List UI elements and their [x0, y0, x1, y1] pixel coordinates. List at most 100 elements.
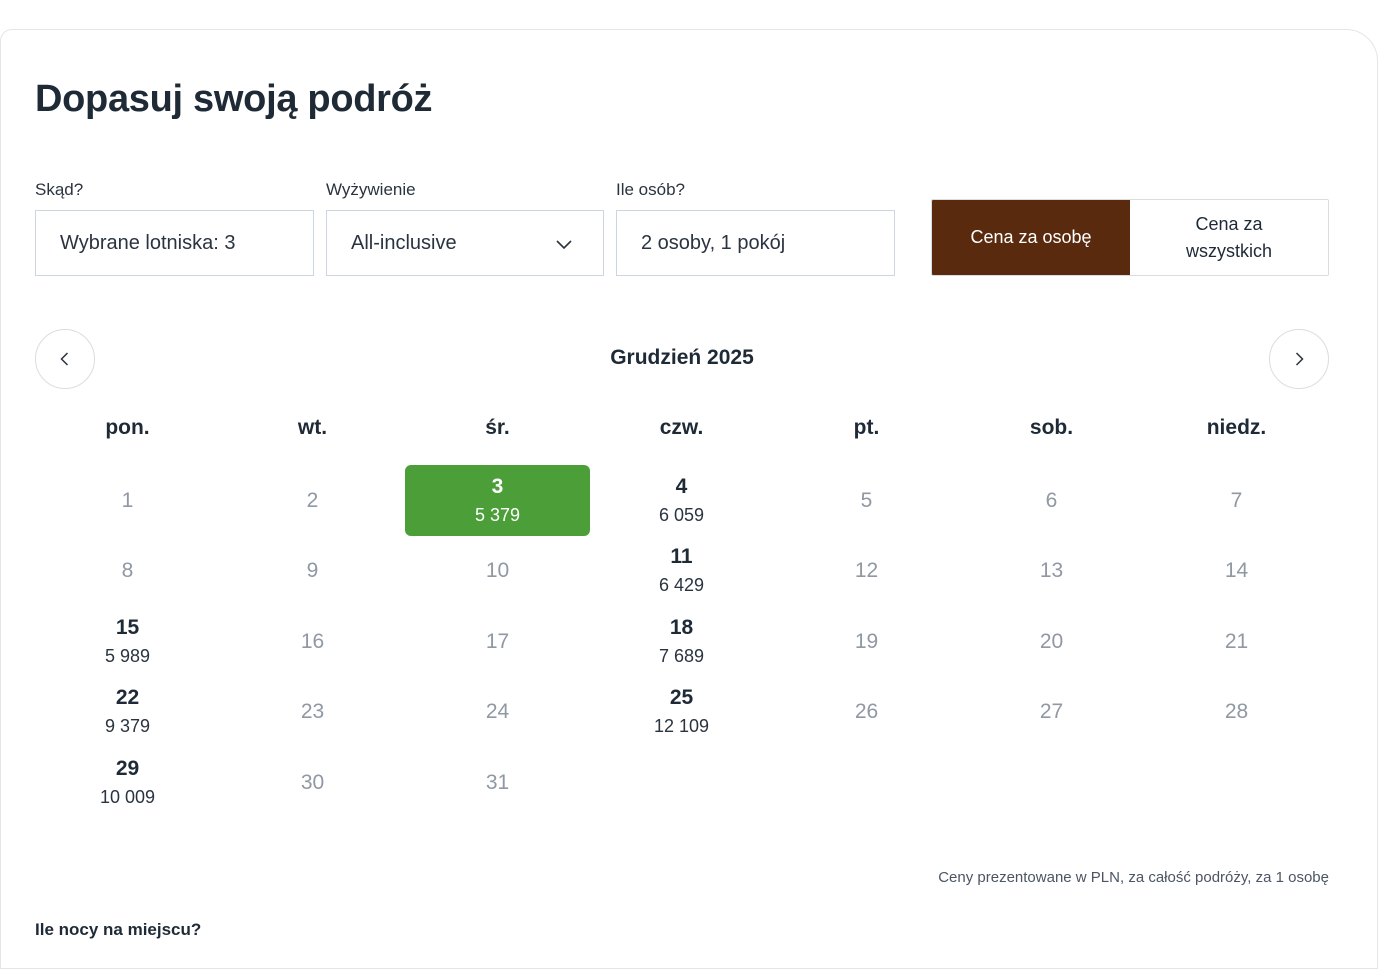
from-label: Skąd? [35, 180, 84, 199]
calendar-day-number: 22 [115, 686, 140, 709]
calendar-day: 12 [774, 535, 959, 606]
people-label: Ile osób? [616, 180, 685, 199]
calendar-day-price: 5 379 [474, 505, 521, 525]
price-total-label-line1: Cena za [1195, 213, 1263, 234]
from-airports-value: Wybrane lotniska: 3 [60, 231, 236, 254]
calendar-day-number: 15 [115, 616, 140, 639]
calendar-day[interactable]: 25 12 109 [589, 676, 774, 747]
calendar-day-price: 9 379 [104, 716, 151, 736]
people-value: 2 osoby, 1 pokój [641, 231, 786, 254]
calendar-day-number: 13 [1039, 559, 1064, 582]
calendar-day-number: 7 [1230, 489, 1243, 512]
chevron-right-icon [1295, 352, 1304, 366]
calendar-day: 20 [959, 606, 1144, 677]
calendar-day-number: 4 [675, 475, 688, 498]
weekday-header: sob. [1029, 416, 1074, 439]
calendar-day-number: 20 [1039, 630, 1064, 653]
calendar-day-number: 21 [1224, 630, 1249, 653]
calendar-day-number: 19 [854, 630, 879, 653]
calendar-day-price: 6 429 [658, 575, 705, 595]
calendar-day-number: 1 [121, 489, 134, 512]
weekday-header: wt. [297, 416, 328, 439]
board-select[interactable]: All-inclusive [326, 210, 604, 276]
weekday-header: śr. [485, 416, 510, 439]
calendar-day: 27 [959, 676, 1144, 747]
calendar-day-number: 14 [1224, 559, 1249, 582]
board-label: Wyżywienie [326, 180, 416, 199]
calendar-day: 5 [774, 465, 959, 536]
calendar-day[interactable]: 18 7 689 [589, 606, 774, 677]
calendar-day: 24 [405, 676, 590, 747]
price-total-label: Cena za wszystkich [1186, 211, 1272, 265]
price-note: Ceny prezentowane w PLN, za całość podró… [938, 869, 1329, 886]
calendar-day[interactable]: 29 10 009 [35, 747, 220, 818]
prev-month-button[interactable] [35, 329, 95, 389]
calendar-day: 8 [35, 535, 220, 606]
calendar-day-number: 3 [491, 475, 504, 498]
calendar-day-price: 12 109 [653, 716, 710, 736]
trip-customizer-card [0, 29, 1378, 969]
price-total-label-line2: wszystkich [1185, 240, 1272, 261]
calendar-day: 23 [220, 676, 405, 747]
page-title: Dopasuj swoją podróż [35, 78, 433, 120]
calendar-day: 19 [774, 606, 959, 677]
price-per-person-button[interactable]: Cena za osobę [932, 200, 1130, 275]
calendar-day: 9 [220, 535, 405, 606]
calendar-day-price: 10 009 [99, 787, 156, 807]
calendar-day: 6 [959, 465, 1144, 536]
from-airports-field[interactable]: Wybrane lotniska: 3 [35, 210, 314, 276]
calendar-day-number: 11 [670, 545, 693, 568]
chevron-left-icon [60, 352, 69, 366]
calendar-day-price: 7 689 [658, 646, 705, 666]
calendar-day: 2 [220, 465, 405, 536]
calendar-day-number: 28 [1224, 700, 1249, 723]
calendar-day-number: 27 [1039, 700, 1064, 723]
calendar-day[interactable]: 11 6 429 [589, 535, 774, 606]
board-select-value: All-inclusive [351, 231, 457, 254]
calendar-day-number: 23 [300, 700, 325, 723]
price-mode-toggle: Cena za osobę Cena za wszystkich [931, 199, 1329, 276]
calendar-day[interactable]: 22 9 379 [35, 676, 220, 747]
calendar-day: 13 [959, 535, 1144, 606]
calendar-month-title: Grudzień 2025 [610, 346, 754, 369]
calendar-day-price: 5 989 [104, 646, 151, 666]
calendar-day-selected[interactable]: 3 5 379 [405, 465, 590, 536]
people-field[interactable]: 2 osoby, 1 pokój [616, 210, 895, 276]
price-total-button[interactable]: Cena za wszystkich [1130, 200, 1328, 275]
calendar-day-number: 12 [854, 559, 879, 582]
calendar-day: 28 [1144, 676, 1329, 747]
weekday-header: pt. [853, 416, 880, 439]
calendar-day-number: 31 [485, 771, 510, 794]
calendar-day: 7 [1144, 465, 1329, 536]
calendar-day: 21 [1144, 606, 1329, 677]
calendar-day-number: 10 [485, 559, 510, 582]
calendar-day-number: 2 [306, 489, 319, 512]
calendar-day-number: 8 [121, 559, 134, 582]
calendar-day: 26 [774, 676, 959, 747]
next-month-button[interactable] [1269, 329, 1329, 389]
calendar-day-number: 26 [854, 700, 879, 723]
calendar-day-number: 18 [669, 616, 694, 639]
calendar-day-number: 16 [300, 630, 325, 653]
calendar-day: 14 [1144, 535, 1329, 606]
calendar-day: 17 [405, 606, 590, 677]
calendar-day: 10 [405, 535, 590, 606]
calendar-day: 31 [405, 747, 590, 818]
price-per-person-label: Cena za osobę [970, 227, 1092, 247]
calendar-day: 30 [220, 747, 405, 818]
nights-label: Ile nocy na miejscu? [35, 920, 202, 939]
calendar-day[interactable]: 4 6 059 [589, 465, 774, 536]
calendar-day-number: 25 [669, 686, 694, 709]
calendar-day-number: 29 [115, 757, 140, 780]
calendar-day: 1 [35, 465, 220, 536]
calendar-day: 16 [220, 606, 405, 677]
calendar-day[interactable]: 15 5 989 [35, 606, 220, 677]
calendar-day-number: 5 [860, 489, 873, 512]
chevron-down-icon [556, 240, 572, 250]
calendar-day-number: 9 [306, 559, 319, 582]
weekday-header: niedz. [1206, 416, 1267, 439]
calendar-day-number: 6 [1045, 489, 1058, 512]
weekday-header: czw. [659, 416, 704, 439]
weekday-header: pon. [105, 416, 150, 439]
calendar-day-price: 6 059 [658, 505, 705, 525]
